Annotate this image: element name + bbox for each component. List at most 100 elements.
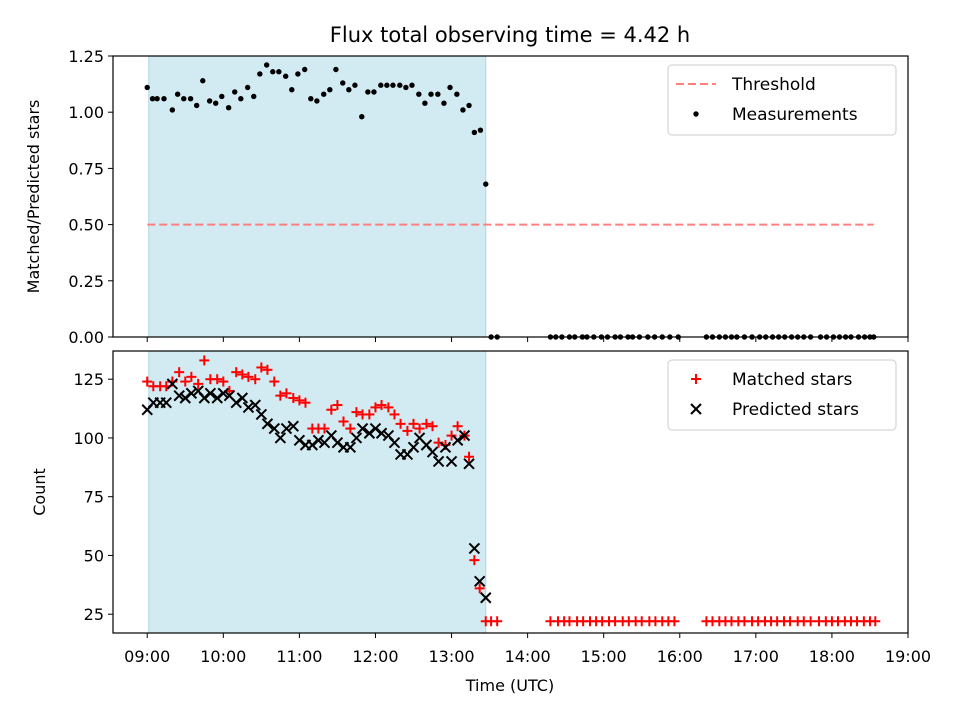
data-point [471, 129, 478, 136]
y-tick-label: 25 [84, 605, 104, 624]
data-point [403, 84, 409, 91]
data-point [263, 62, 270, 68]
data-point [251, 93, 257, 100]
data-point [256, 362, 267, 373]
data-point [480, 592, 492, 604]
data-point [870, 616, 881, 627]
data-point [225, 105, 232, 111]
data-point [312, 434, 325, 447]
x-tick-label: 13:00 [428, 647, 474, 666]
data-point [174, 367, 185, 378]
data-point [409, 82, 415, 88]
y-tick-label: 0.50 [68, 216, 104, 235]
legend-marker [691, 374, 701, 384]
data-point [280, 422, 293, 435]
data-point [200, 78, 206, 84]
observing-interval-shade [148, 55, 487, 338]
data-point [269, 376, 280, 387]
data-point [468, 542, 481, 555]
data-point [350, 432, 363, 444]
data-point [242, 401, 255, 414]
y-tick-label: 50 [84, 546, 104, 565]
bottom-panel: 25 50 75 100 125 09:00 10:00 11:00 12:00 13:00 14:… [30, 350, 931, 666]
data-point [274, 432, 287, 444]
data-point [185, 387, 198, 400]
data-point [275, 390, 286, 401]
data-point [390, 82, 396, 88]
data-point [421, 418, 432, 429]
data-point [276, 69, 282, 75]
data-point [389, 409, 400, 420]
data-point [243, 371, 254, 382]
data-point [446, 430, 457, 441]
y-tick-label: 0.75 [68, 159, 104, 178]
data-point [204, 387, 217, 400]
data-point [451, 434, 464, 447]
data-point [441, 100, 447, 106]
data-point [435, 91, 441, 97]
data-point [308, 96, 314, 102]
data-point [187, 96, 194, 102]
data-point [294, 395, 305, 406]
y-tick-label: 125 [73, 370, 104, 389]
data-point [384, 82, 390, 88]
x-tick-label: 17:00 [733, 647, 779, 666]
data-point [212, 374, 223, 385]
data-point [300, 397, 311, 408]
data-point [302, 66, 308, 73]
data-point [282, 73, 289, 79]
data-point [370, 402, 381, 413]
data-point [356, 422, 369, 435]
data-point [408, 418, 419, 429]
data-point [460, 107, 466, 113]
data-point [262, 364, 273, 375]
data-point [463, 458, 475, 470]
legend: Threshold Measurements [667, 64, 897, 136]
data-point [319, 423, 330, 434]
data-point [213, 100, 219, 106]
data-point [483, 181, 489, 187]
data-point [452, 421, 463, 432]
data-point [244, 84, 251, 91]
data-point [416, 91, 422, 97]
y-tick-label: 1.00 [68, 103, 104, 122]
data-point [464, 451, 475, 462]
data-point [388, 436, 401, 449]
data-point [376, 400, 387, 411]
data-point [422, 100, 428, 106]
legend: Matched stars Predicted stars [667, 359, 897, 431]
data-point [166, 378, 179, 390]
data-point [154, 96, 160, 102]
data-point [466, 102, 472, 109]
y-axis-title: Count [30, 468, 49, 516]
data-point [447, 84, 453, 91]
data-point [414, 423, 425, 434]
data-point [332, 400, 343, 411]
y-tick-label: 100 [73, 429, 104, 448]
data-point [383, 402, 394, 413]
data-point [428, 91, 434, 97]
data-point [327, 87, 333, 93]
x-tick-label: 19:00 [885, 647, 931, 666]
data-point [321, 91, 327, 97]
data-point [345, 423, 356, 434]
x-tick-label: 14:00 [505, 647, 551, 666]
data-point [281, 388, 292, 399]
y-tick-label: 0.25 [68, 272, 104, 291]
data-point [402, 425, 413, 436]
data-point [473, 575, 486, 588]
legend-label: Threshold [731, 75, 816, 95]
x-tick-label: 09:00 [124, 647, 170, 666]
data-point [351, 407, 362, 418]
data-point [237, 369, 248, 380]
data-point [218, 376, 229, 387]
data-point [426, 446, 439, 458]
x-tick-label: 12:00 [352, 647, 398, 666]
y-axis-title: Matched/Predicted stars [24, 100, 43, 294]
data-point [249, 399, 261, 411]
legend-label: Matched stars [732, 370, 852, 390]
data-point [340, 80, 346, 86]
data-point [250, 374, 261, 385]
data-point [144, 84, 150, 91]
data-point [236, 392, 249, 404]
